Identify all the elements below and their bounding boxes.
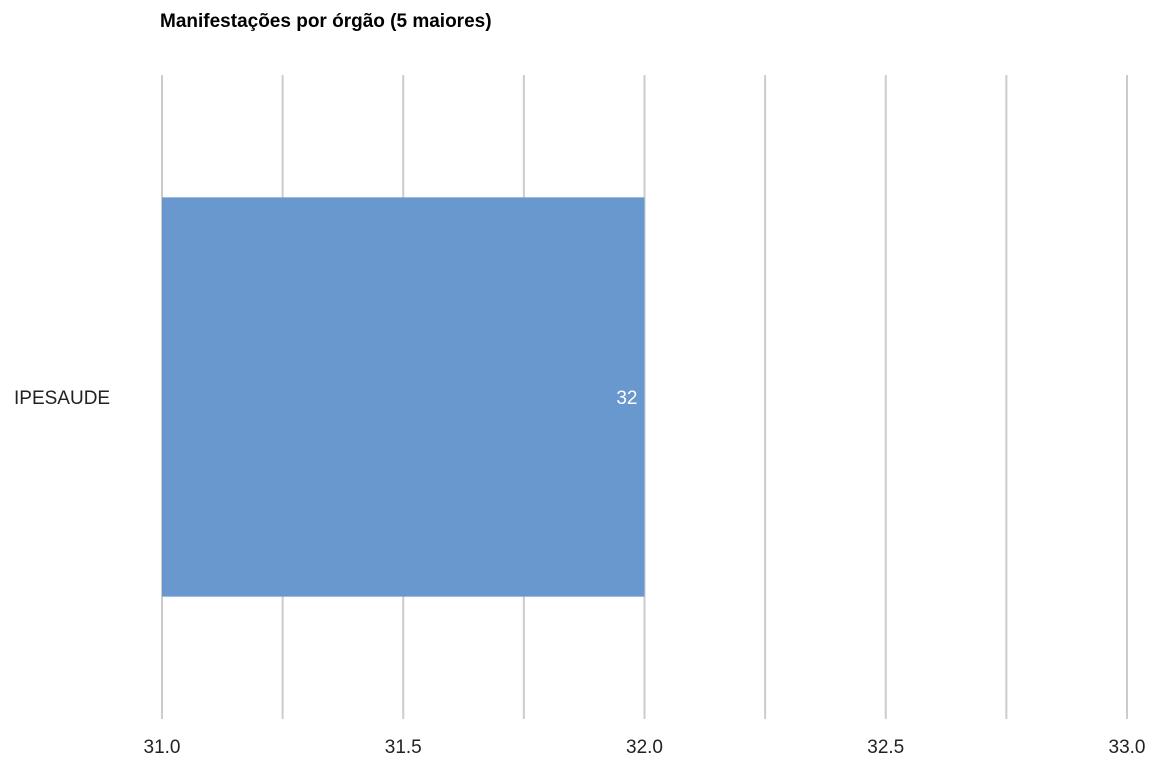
labels: 31.0 31.5 32.0 32.5 33.0 IPESAUDE 32 xyxy=(14,388,1145,758)
bars xyxy=(162,197,645,597)
chart-title: Manifestações por órgão (5 maiores) xyxy=(160,11,492,32)
data-label: 32 xyxy=(616,388,637,409)
x-tick-label: 32.0 xyxy=(626,737,663,758)
x-tick-label: 32.5 xyxy=(867,737,904,758)
x-tick-label: 33.0 xyxy=(1109,737,1146,758)
category-label: IPESAUDE xyxy=(14,388,110,409)
x-tick-label: 31.5 xyxy=(385,737,422,758)
x-tick-label: 31.0 xyxy=(144,737,181,758)
bar xyxy=(162,197,645,597)
